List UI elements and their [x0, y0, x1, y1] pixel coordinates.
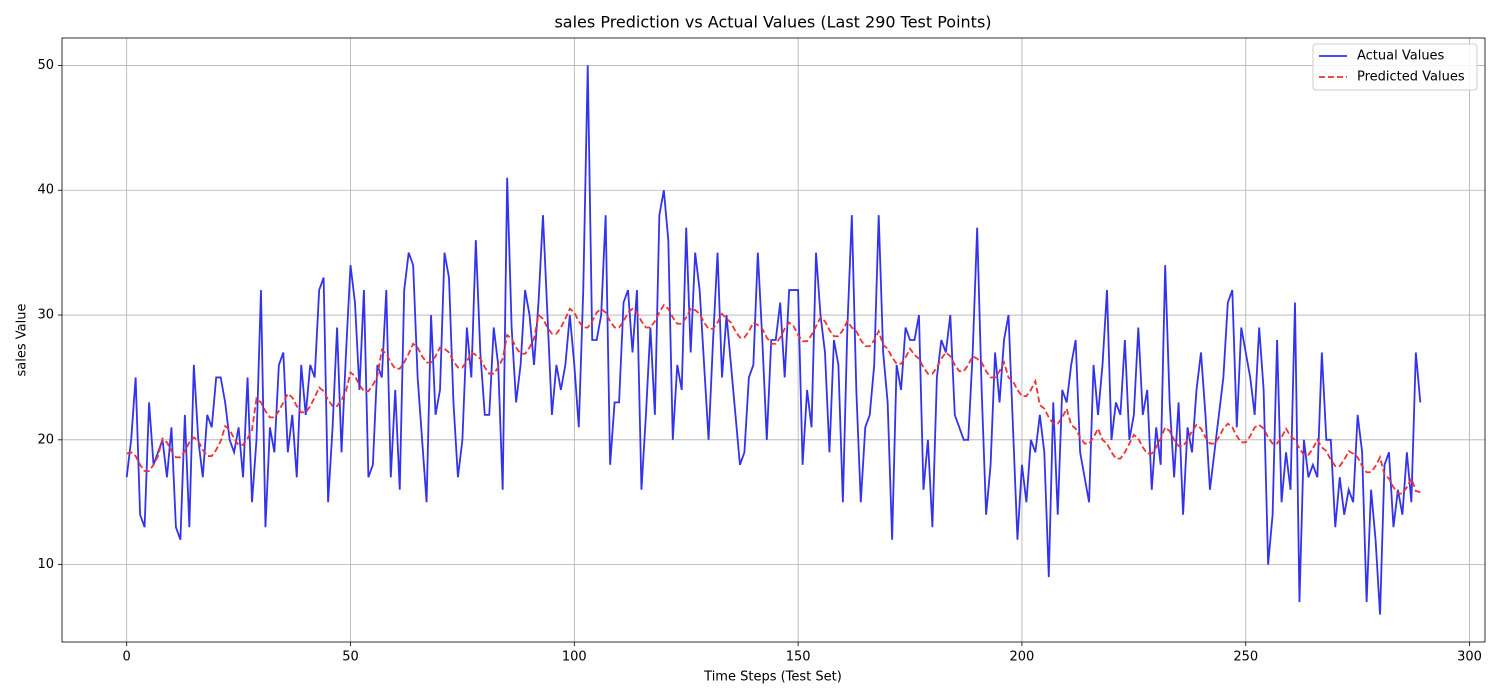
- y-tick-label: 10: [37, 557, 54, 572]
- x-tick-label: 100: [562, 650, 587, 665]
- axes: 0 50 100 150 200 250 300 10 20 30 40 50: [37, 58, 1482, 665]
- plot-area: [125, 65, 1422, 615]
- plot-frame: [61, 37, 1486, 643]
- legend-label: Predicted Values: [1357, 70, 1465, 85]
- y-tick-label: 20: [37, 432, 54, 447]
- x-tick-label: 0: [123, 650, 131, 665]
- legend-label: Actual Values: [1357, 49, 1445, 64]
- x-tick-label: 200: [1010, 650, 1035, 665]
- x-tick-label: 50: [342, 650, 359, 665]
- x-axis-label: Time Steps (Test Set): [703, 670, 842, 685]
- y-tick-label: 40: [37, 183, 54, 198]
- x-tick-label: 250: [1233, 650, 1258, 665]
- y-tick-label: 30: [37, 308, 54, 323]
- y-axis-label: sales Value: [15, 304, 30, 377]
- legend: Actual Values Predicted Values: [1312, 43, 1478, 91]
- grid: [62, 38, 1485, 642]
- chart-title: sales Prediction vs Actual Values (Last …: [554, 13, 991, 32]
- y-tick-label: 50: [37, 58, 54, 73]
- legend-box: [1312, 43, 1478, 91]
- data-line: [125, 65, 1422, 615]
- data-line: [126, 303, 1421, 495]
- x-tick-label: 300: [1457, 650, 1482, 665]
- x-tick-label: 150: [786, 650, 811, 665]
